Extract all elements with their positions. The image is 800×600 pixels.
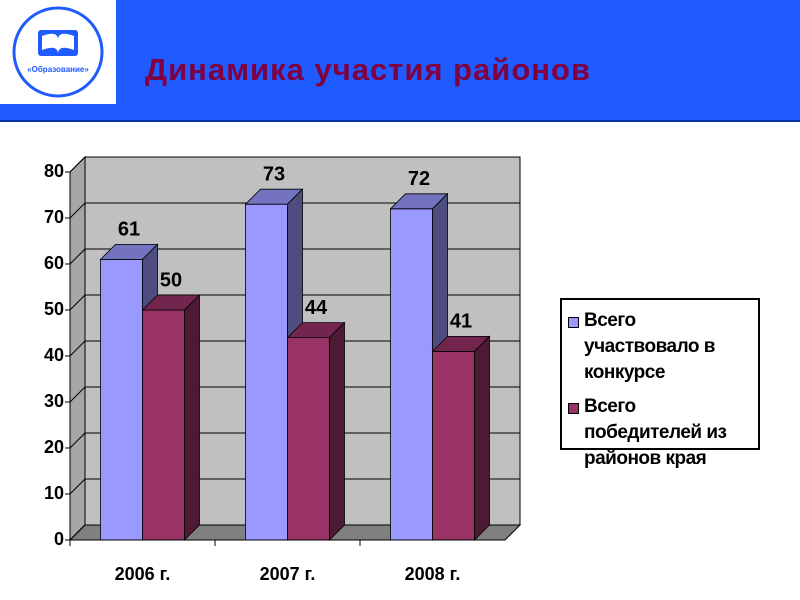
x-tick-label: 2008 г. [405,564,461,584]
header: «Образование» Динамика участия районов [0,0,800,122]
grid-line [69,202,86,219]
x-tick-label: 2007 г. [260,564,316,584]
logo: «Образование» [0,0,116,104]
legend-label: Всего участвовало в конкурсе [584,310,715,383]
value-label: 44 [305,297,328,319]
legend-entry: Всего участвовало в конкурсе [568,308,752,386]
y-tick-label: 20 [44,437,64,457]
value-label: 73 [263,163,285,185]
legend-swatch [568,403,579,414]
bar [286,321,346,541]
y-tick-label: 10 [44,483,64,503]
bar-front [432,350,475,541]
value-label: 50 [160,269,182,291]
grid-line [69,432,86,449]
bar-side [329,321,345,541]
y-tick-label: 40 [44,345,64,365]
legend-label: Всего победителей из районов края [584,396,727,469]
bar-front [142,309,185,541]
bar [431,335,491,541]
y-tick-label: 80 [44,161,64,181]
bar [389,192,449,541]
grid-line [69,524,86,541]
grid-line [69,248,86,265]
legend-swatch [568,317,579,328]
grid-line [69,478,86,495]
value-label: 41 [450,311,472,333]
logo-text: «Образование» [27,65,89,74]
value-label: 72 [408,168,430,190]
legend: Всего участвовало в конкурсе Всего победи… [560,298,760,469]
grid-line [69,156,86,173]
bar-front [287,337,330,541]
y-tick-label: 50 [44,299,64,319]
y-tick-label: 70 [44,207,64,227]
bar-side [184,294,200,541]
bar-front [100,258,143,541]
grid-line [69,340,86,357]
y-tick-label: 0 [54,529,64,549]
grid-line [69,294,86,311]
bar-front [245,203,288,541]
grid-line [69,386,86,403]
x-tick-label: 2006 г. [115,564,171,584]
logo-graphic: «Образование» [12,6,104,98]
legend-entry: Всего победителей из районов края [568,394,752,472]
bar [141,294,201,541]
y-tick-label: 60 [44,253,64,273]
bar-side [474,335,490,541]
bar-front [390,208,433,541]
y-tick-label: 30 [44,391,64,411]
chart-title: Динамика участия районов [145,52,592,87]
value-label: 61 [118,219,140,241]
